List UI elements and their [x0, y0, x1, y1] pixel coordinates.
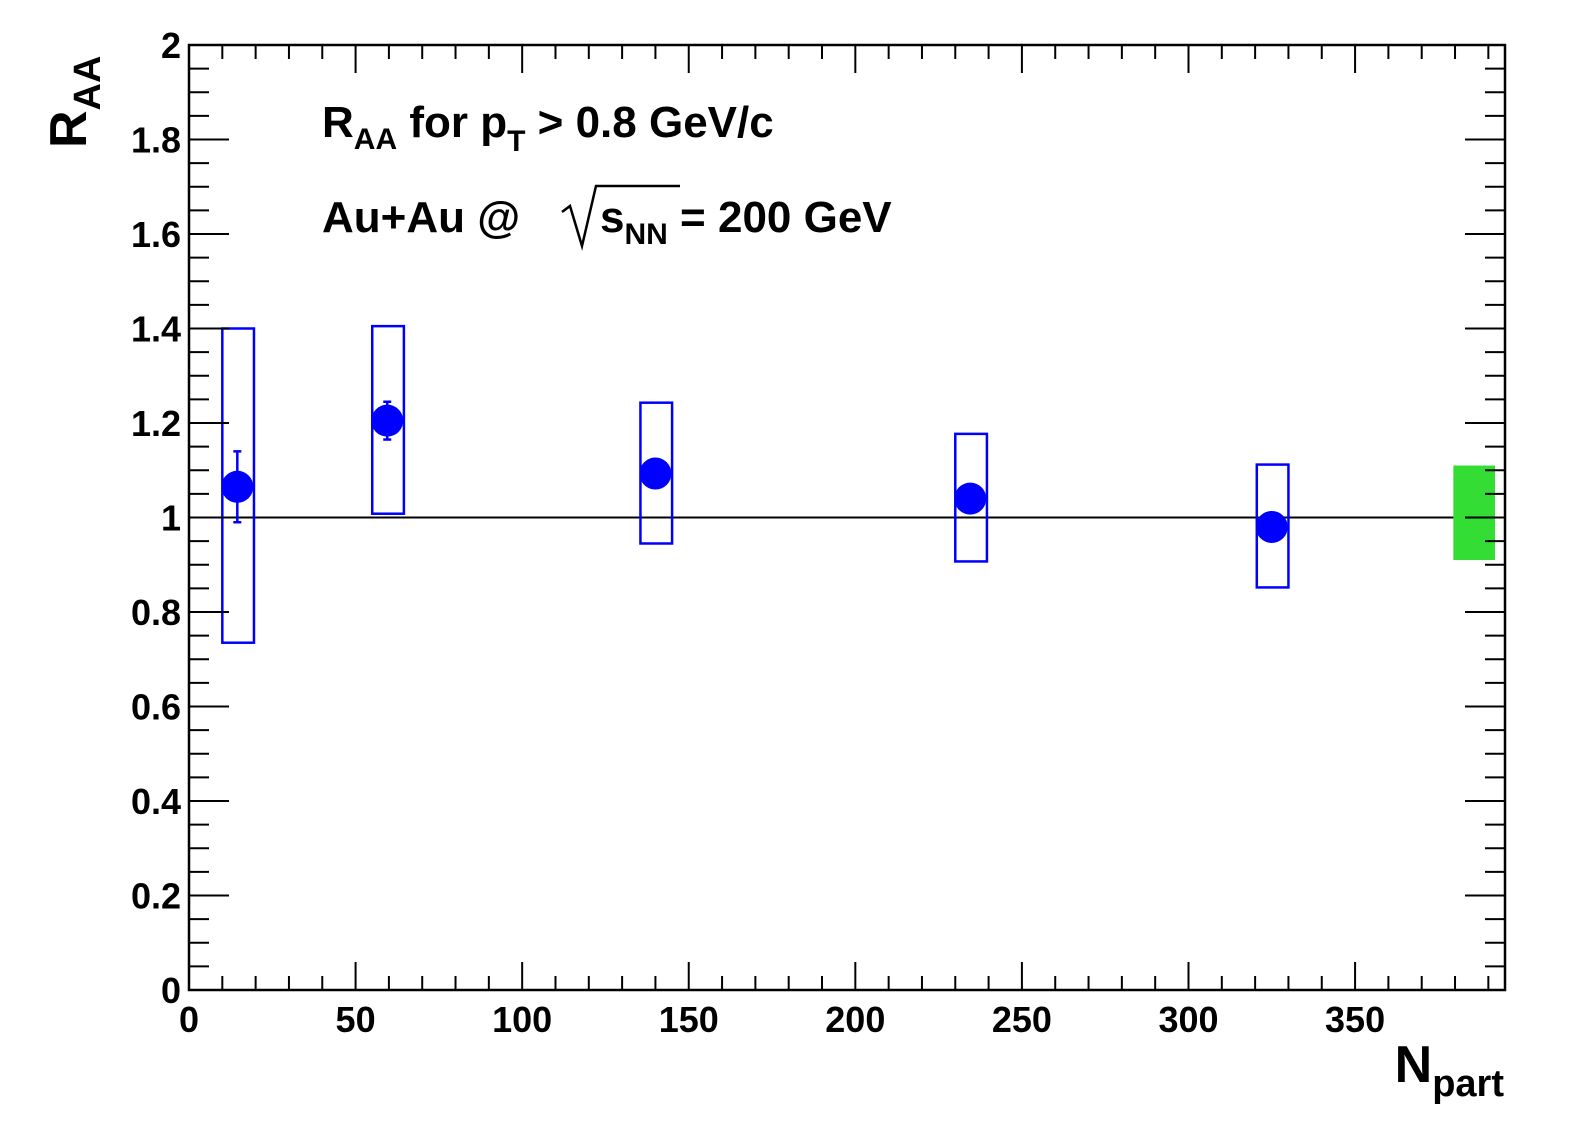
sqrt-sign-icon: [561, 184, 680, 251]
y-axis-title-main: R: [40, 110, 98, 148]
x-tick-label: 0: [179, 999, 199, 1040]
y-tick-label: 1.8: [131, 120, 181, 161]
y-tick-label: 0.8: [131, 592, 181, 633]
y-tick-label: 0.2: [131, 876, 181, 917]
annotation-line-2-left: Au+Au @: [322, 193, 520, 242]
tick-labels: 0 50 100 150 200 250 300 350 0 0.2 0.4 0.6 0.8 1 1.2 1.…: [131, 25, 1385, 1040]
annotation-for-pt: for p: [397, 98, 507, 147]
y-tick-label: 0: [161, 970, 181, 1011]
y-tick-label: 1: [161, 498, 181, 539]
y-axis-title-sub: AA: [67, 56, 109, 111]
axis-ticks: [188, 44, 1505, 991]
x-tick-label: 300: [1158, 999, 1218, 1040]
normalization-uncertainty-box: [1453, 465, 1496, 561]
data-point-group: [1255, 463, 1290, 589]
annotation-line-2-right: sNN = 200 GeV: [600, 193, 892, 251]
x-tick-label: 250: [992, 999, 1052, 1040]
data-point-marker: [954, 482, 987, 515]
annotation-raa-main: R: [322, 98, 354, 147]
data-point-group: [639, 401, 674, 545]
plot-content: [189, 324, 1505, 644]
x-tick-label: 200: [825, 999, 885, 1040]
x-tick-label: 150: [659, 999, 719, 1040]
annotation-pt-cut: > 0.8 GeV/c: [525, 98, 773, 147]
annotation-s-sub: NN: [624, 218, 667, 251]
x-tick-label: 50: [336, 999, 376, 1040]
annotation-line-1: RAA for pT > 0.8 GeV/c: [322, 98, 774, 158]
annotation-pt-sub: T: [507, 125, 525, 158]
data-point-group: [370, 324, 406, 515]
data-point-group: [954, 432, 989, 563]
annotation-raa-sub: AA: [354, 123, 397, 156]
annotation-s: s: [600, 193, 624, 242]
x-axis-title-sub: part: [1432, 1063, 1504, 1105]
data-point-group: [221, 327, 256, 644]
annotation-energy: = 200 GeV: [668, 193, 892, 242]
y-tick-label: 0.6: [131, 687, 181, 728]
y-tick-label: 2: [161, 25, 181, 66]
y-tick-label: 0.4: [131, 781, 181, 822]
y-tick-label: 1.2: [131, 403, 181, 444]
y-tick-label: 1.6: [131, 214, 181, 255]
x-tick-label: 350: [1325, 999, 1385, 1040]
x-axis-title-main: N: [1395, 1036, 1433, 1094]
data-point-marker: [1255, 510, 1288, 543]
y-tick-label: 1.4: [131, 309, 181, 350]
x-tick-label: 100: [492, 999, 552, 1040]
data-point-marker: [639, 457, 672, 490]
data-point-marker: [371, 404, 404, 437]
y-axis-title: RAA: [40, 56, 109, 148]
data-point-marker: [221, 470, 254, 503]
x-axis-title: Npart: [1395, 1036, 1505, 1105]
